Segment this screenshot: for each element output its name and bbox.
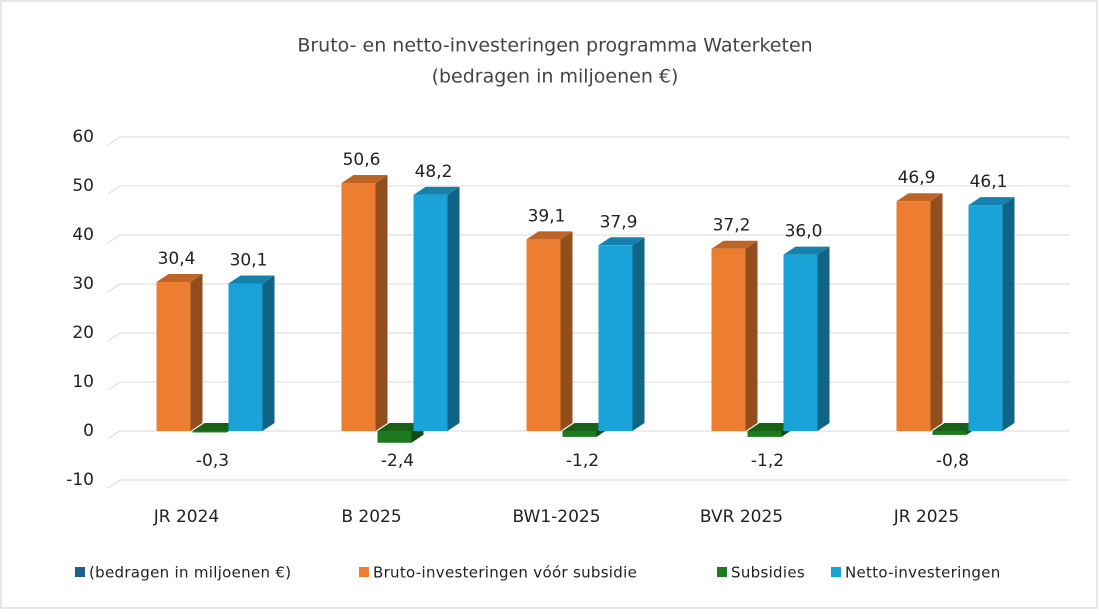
- bar: [783, 254, 818, 431]
- bar-top: [156, 274, 203, 283]
- bar: [562, 431, 597, 437]
- bar: [526, 239, 561, 431]
- legend-label: (bedragen in miljoenen €): [89, 564, 291, 582]
- data-label: 30,1: [230, 251, 268, 271]
- bar-side: [560, 231, 573, 431]
- data-label: 46,9: [898, 168, 936, 188]
- legend-label: Bruto-investeringen vóór subsidie: [373, 564, 637, 582]
- bar-top: [192, 423, 239, 431]
- legend-swatch: [831, 567, 841, 577]
- data-label: -2,4: [381, 451, 414, 471]
- bar-top: [896, 193, 943, 202]
- x-tick-label: JR 2025: [893, 507, 960, 527]
- bar-top: [228, 275, 275, 284]
- x-tick-label: B 2025: [341, 507, 401, 527]
- bar-top: [783, 246, 830, 255]
- y-tick-label: -10: [66, 470, 94, 490]
- bar-side: [190, 274, 203, 431]
- bar: [156, 282, 191, 431]
- chart-title: Bruto- en netto-investeringen programma …: [297, 35, 812, 57]
- bar-top: [711, 240, 758, 249]
- bar: [192, 431, 227, 433]
- bar-side: [447, 186, 460, 431]
- bar-top: [598, 237, 645, 246]
- bar: [896, 201, 931, 431]
- bar: [968, 205, 1003, 431]
- data-label: -1,2: [751, 451, 784, 471]
- bar-side: [817, 246, 830, 431]
- bar: [932, 431, 967, 435]
- y-tick-label: 0: [83, 421, 94, 441]
- bar: [711, 248, 746, 431]
- bar: [598, 245, 633, 431]
- data-label: -0,3: [196, 451, 229, 471]
- bar-side: [375, 175, 388, 431]
- data-label: 30,4: [158, 249, 196, 269]
- bar-side: [632, 237, 645, 431]
- bar-top: [413, 186, 460, 195]
- y-tick-label: 60: [72, 127, 94, 147]
- bar: [747, 431, 782, 437]
- x-tick-label: BVR 2025: [700, 507, 783, 527]
- bar-top: [968, 197, 1015, 206]
- bar-side: [1002, 197, 1015, 431]
- y-tick-label: 40: [72, 225, 94, 245]
- bar-side: [745, 240, 758, 431]
- data-label: 50,6: [343, 150, 381, 170]
- x-tick-label: BW1-2025: [512, 507, 600, 527]
- chart-subtitle: (bedragen in miljoenen €): [432, 66, 679, 88]
- legend-label: Subsidies: [731, 564, 805, 582]
- bar-top: [562, 423, 609, 431]
- data-label: 46,1: [970, 172, 1008, 192]
- legend-swatch: [359, 567, 369, 577]
- grid-line: [107, 185, 1070, 195]
- data-label: 37,2: [713, 216, 751, 236]
- bar-top: [377, 423, 424, 431]
- bar: [413, 194, 448, 431]
- legend-label: Netto-investeringen: [845, 564, 1001, 582]
- bar-side: [262, 275, 275, 431]
- legend-swatch: [75, 567, 85, 577]
- bar: [377, 431, 412, 443]
- data-label: -1,2: [566, 451, 599, 471]
- y-tick-label: 50: [72, 176, 94, 196]
- data-label: 36,0: [785, 222, 823, 242]
- bar-top: [341, 175, 388, 184]
- y-tick-label: 10: [72, 372, 94, 392]
- y-tick-label: 20: [72, 323, 94, 343]
- bar-side: [930, 193, 943, 431]
- bar: [341, 183, 376, 431]
- grid-line: [107, 479, 1070, 489]
- legend-swatch: [717, 567, 727, 577]
- bar-top: [747, 423, 794, 431]
- data-label: 39,1: [528, 206, 566, 226]
- bar-top: [932, 423, 979, 431]
- grid-line: [107, 234, 1070, 244]
- grid-line: [107, 136, 1070, 146]
- data-label: -0,8: [936, 451, 969, 471]
- bar: [228, 283, 263, 431]
- x-tick-label: JR 2024: [153, 507, 220, 527]
- data-label: 48,2: [415, 162, 453, 182]
- y-tick-label: 30: [72, 274, 94, 294]
- data-label: 37,9: [600, 212, 638, 232]
- bar-top: [526, 231, 573, 240]
